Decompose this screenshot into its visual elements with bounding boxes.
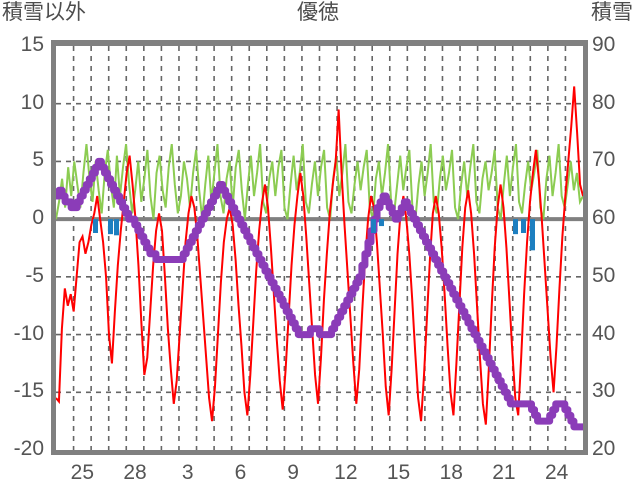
y-axis-tick-left: -20 <box>13 437 44 460</box>
x-axis-tick: 28 <box>123 461 147 484</box>
x-axis-tick: 9 <box>287 461 299 484</box>
blue-bar <box>371 219 376 233</box>
blue-bar <box>93 219 98 233</box>
blue-bar <box>530 219 535 251</box>
x-axis-tick: 3 <box>181 461 194 484</box>
blue-bar <box>114 219 119 236</box>
right-axis-title: 積雪 <box>591 0 633 24</box>
x-axis-tick: 21 <box>492 461 516 484</box>
y-axis-tick-left: 10 <box>20 90 44 114</box>
y-axis-tick-right: 30 <box>592 379 616 403</box>
plot-area <box>51 40 588 455</box>
left-axis-title: 積雪以外 <box>2 0 86 24</box>
chart-title: 優徳 <box>297 0 339 24</box>
y-axis-tick-right: 50 <box>592 263 616 287</box>
y-axis-tick-right: 90 <box>592 33 616 56</box>
y-axis-tick-right: 60 <box>592 206 616 230</box>
y-axis-tick-left: -5 <box>25 263 44 287</box>
blue-bar <box>521 219 526 233</box>
y-axis-tick-left: 0 <box>32 206 44 230</box>
x-axis-tick: 15 <box>386 461 411 484</box>
blue-bar <box>379 219 384 227</box>
y-axis-tick-right: 80 <box>592 90 616 114</box>
x-axis-tick: 24 <box>544 461 569 484</box>
x-axis-tick: 12 <box>334 461 358 484</box>
y-axis-tick-left: -10 <box>13 321 44 345</box>
x-axis-tick: 6 <box>234 461 247 484</box>
blue-bar <box>108 219 113 235</box>
x-axis-tick: 25 <box>70 461 95 484</box>
blue-bar <box>513 219 518 235</box>
y-axis-tick-left: 15 <box>20 33 44 56</box>
y-axis-tick-left: -15 <box>13 379 44 403</box>
y-axis-tick-right: 20 <box>592 437 616 460</box>
chart-series <box>56 86 583 431</box>
y-axis-tick-right: 40 <box>592 321 616 345</box>
y-axis-tick-left: 5 <box>32 148 44 172</box>
y-axis-tick-right: 70 <box>592 148 616 172</box>
x-axis-tick: 18 <box>439 461 463 484</box>
